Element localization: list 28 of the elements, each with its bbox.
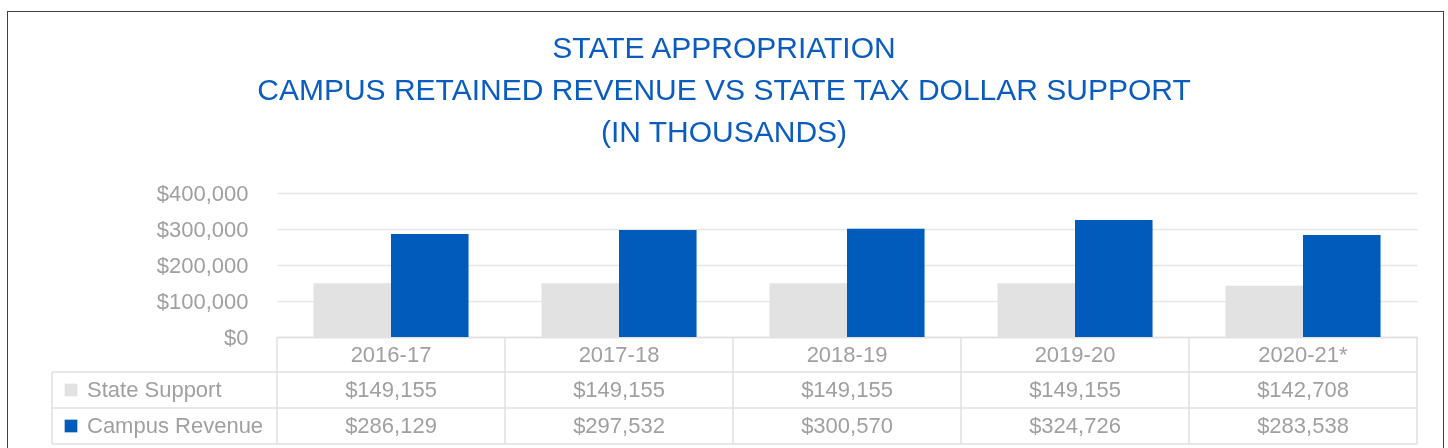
y-tick-label: $400,000 <box>156 180 249 206</box>
bar <box>391 233 469 337</box>
data-label: $286,129 <box>345 413 437 438</box>
bar <box>1075 220 1153 337</box>
data-label: $149,155 <box>801 377 893 402</box>
x-tick-label: 2018-19 <box>806 341 888 367</box>
bar <box>619 229 697 337</box>
data-label: $142,708 <box>1257 377 1349 402</box>
legend-label: State Support <box>87 377 222 402</box>
x-tick-label: 2017-18 <box>578 341 660 367</box>
data-label: $300,570 <box>801 413 893 438</box>
x-tick-label: 2019-20 <box>1034 341 1116 367</box>
y-tick-label: $300,000 <box>156 216 249 242</box>
data-label: $283,538 <box>1257 413 1349 438</box>
bar <box>1303 234 1381 337</box>
data-label: $324,726 <box>1029 413 1121 438</box>
x-tick-label: 2016-17 <box>350 341 432 367</box>
y-tick-label: $0 <box>224 324 249 350</box>
data-label: $297,532 <box>573 413 665 438</box>
y-tick-label: $200,000 <box>156 252 249 278</box>
data-label: $149,155 <box>345 377 437 402</box>
legend-label: Campus Revenue <box>87 413 264 438</box>
data-label: $149,155 <box>1029 377 1121 402</box>
x-tick-label: 2020-21* <box>1258 341 1349 367</box>
bar <box>847 228 925 337</box>
chart-title: STATE APPROPRIATION CAMPUS RETAINED REVENUE VS STATE TAX DOLLAR SUPPORT (IN THOUSANDS) <box>257 31 1191 148</box>
y-tick-label: $100,000 <box>156 288 249 314</box>
data-label: $149,155 <box>573 377 665 402</box>
